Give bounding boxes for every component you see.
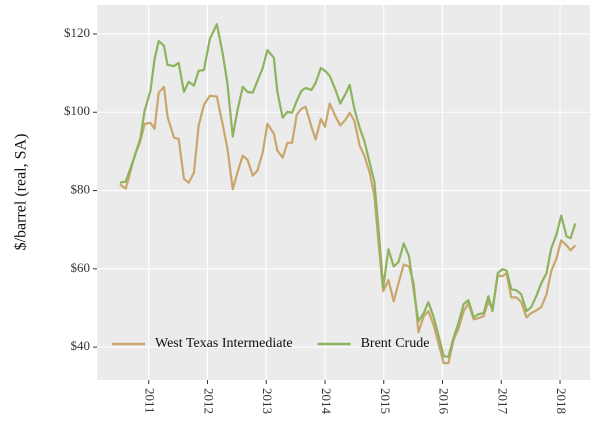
legend: West Texas Intermediate Brent Crude <box>112 336 429 351</box>
series-line <box>119 23 577 359</box>
x-tick-label: 2014 <box>319 388 334 415</box>
y-tick-label: $80 <box>71 182 91 197</box>
series-line <box>119 85 577 365</box>
x-tick-label: 2016 <box>437 388 452 415</box>
x-tick-label: 2017 <box>495 388 510 415</box>
y-tick-label: $60 <box>71 260 91 275</box>
x-tick-label: 2018 <box>554 388 569 414</box>
x-tick-label: 2012 <box>201 388 216 414</box>
y-tick-label: $120 <box>64 25 90 40</box>
x-tick-label: 2011 <box>143 388 158 414</box>
y-axis-label: $/barrel (real, SA) <box>13 134 30 251</box>
plot-background <box>97 5 590 380</box>
y-tick-label: $100 <box>64 103 90 118</box>
x-tick-label: 2015 <box>378 388 393 414</box>
y-tick-label: $40 <box>71 338 91 353</box>
x-tick-label: 2013 <box>260 388 275 414</box>
legend-label: Brent Crude <box>361 336 430 351</box>
legend-label: West Texas Intermediate <box>155 336 293 351</box>
